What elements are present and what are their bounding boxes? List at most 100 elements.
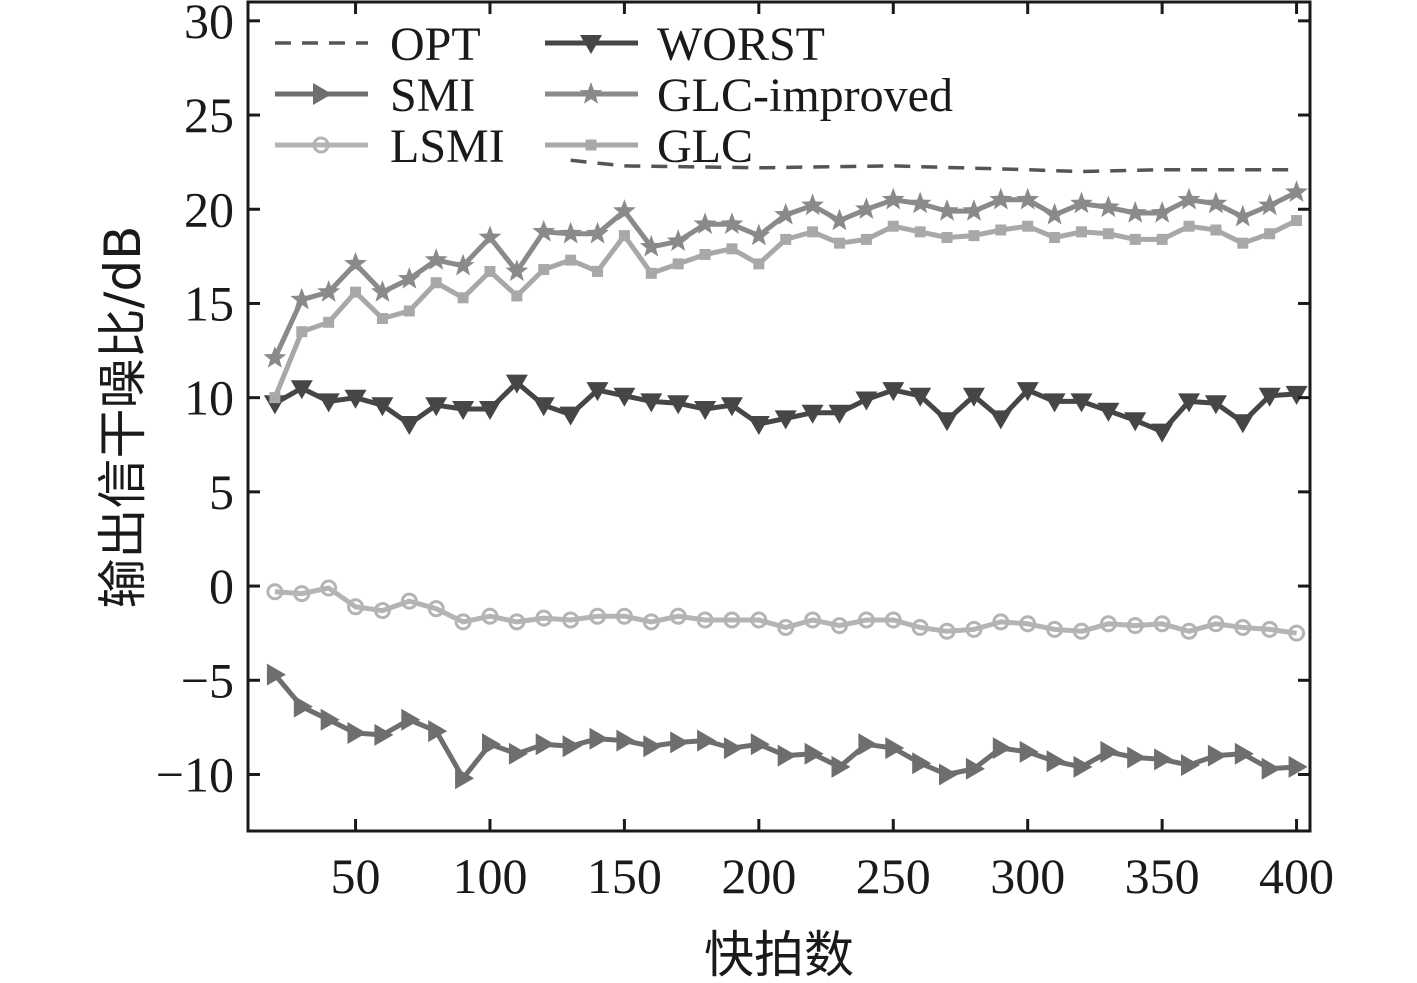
data-point-lsmi: [347, 598, 365, 616]
data-point-worst: [882, 382, 905, 402]
data-point-worst: [1016, 382, 1039, 402]
data-point-glc-improved: [1043, 202, 1066, 225]
data-point-smi: [858, 733, 878, 756]
data-point-lsmi: [481, 607, 499, 625]
x-tick-label: 400: [1259, 848, 1334, 904]
data-point-glc: [941, 232, 953, 244]
data-point-worst: [559, 406, 582, 426]
data-point-glc: [296, 326, 308, 338]
axis-ticks: 50 100 150 200 250 300 350 400 −10 −5 0 5 10 15 20 25 30: [156, 0, 1334, 904]
data-point-glc: [350, 286, 362, 298]
data-point-lsmi: [723, 611, 741, 629]
series-glc: [269, 215, 1303, 404]
data-point-glc-improved: [1177, 187, 1201, 210]
data-point-smi: [992, 737, 1012, 760]
data-point-glc-improved: [1150, 201, 1174, 223]
data-point-worst: [425, 397, 448, 417]
data-point-glc-improved: [801, 193, 824, 216]
data-point-glc: [645, 267, 657, 279]
data-point-glc: [618, 230, 630, 242]
data-point-smi: [1127, 746, 1147, 769]
legend-label-lsmi: LSMI: [390, 120, 505, 173]
data-point-smi: [965, 757, 985, 780]
data-point-smi: [1019, 740, 1039, 763]
data-point-worst: [1124, 412, 1147, 432]
data-point-smi: [831, 755, 851, 778]
data-point-lsmi: [857, 611, 875, 629]
data-point-glc: [1291, 215, 1303, 227]
y-tick-label: 15: [184, 275, 234, 331]
data-point-worst: [989, 410, 1012, 430]
y-tick-label: 5: [209, 464, 234, 520]
series-layer: [263, 158, 1308, 790]
data-point-glc-improved: [1285, 180, 1308, 202]
data-point-worst: [936, 412, 958, 432]
data-point-glc-improved: [1258, 193, 1282, 216]
data-point-smi: [455, 767, 475, 790]
series-lsmi: [266, 579, 1306, 642]
data-point-glc: [1183, 220, 1195, 232]
data-point-glc: [1129, 233, 1141, 245]
data-point-smi: [1154, 748, 1174, 771]
data-point-glc: [511, 290, 523, 302]
data-point-lsmi: [562, 611, 580, 629]
legend-marker-smi: [313, 83, 332, 105]
data-point-glc: [403, 305, 415, 317]
data-point-lsmi: [320, 579, 338, 597]
data-point-glc: [1210, 224, 1222, 236]
data-point-lsmi: [508, 613, 526, 631]
data-point-glc-improved: [1204, 191, 1228, 214]
data-point-glc-improved: [989, 187, 1013, 210]
data-point-worst: [505, 374, 528, 394]
data-point-worst: [371, 397, 394, 417]
data-point-lsmi: [1019, 615, 1037, 633]
data-point-smi: [697, 729, 717, 752]
data-point-smi: [1181, 754, 1200, 777]
data-point-worst: [1178, 393, 1200, 413]
data-point-glc-improved: [290, 287, 314, 310]
data-point-glc-improved: [693, 212, 717, 234]
data-point-smi: [347, 722, 367, 744]
data-point-lsmi: [777, 619, 795, 637]
data-point-glc: [1156, 233, 1168, 245]
data-point-smi: [1234, 742, 1254, 765]
data-point-lsmi: [615, 607, 633, 625]
data-point-glc-improved: [1016, 187, 1040, 210]
data-point-glc: [323, 316, 335, 328]
legend-marker-lsmi: [312, 136, 330, 154]
data-point-lsmi: [669, 607, 687, 625]
y-tick-label: 10: [184, 370, 234, 426]
data-point-worst: [774, 410, 797, 430]
data-point-glc-improved: [532, 219, 556, 242]
data-point-glc: [726, 243, 738, 255]
data-point-smi: [643, 735, 663, 758]
data-point-glc: [430, 277, 442, 289]
data-point-smi: [723, 737, 743, 760]
data-point-glc: [376, 313, 388, 325]
legend-marker-worst: [580, 35, 602, 54]
legend-entry-opt: OPT: [275, 18, 481, 71]
data-point-lsmi: [1288, 624, 1306, 642]
legend-label-smi: SMI: [390, 69, 475, 122]
legend-label-glc: GLC: [657, 120, 753, 173]
data-point-worst: [1204, 395, 1227, 415]
data-point-glc-improved: [1231, 204, 1255, 227]
data-point-glc: [1022, 220, 1034, 232]
data-point-glc-improved: [774, 202, 798, 225]
x-tick-label: 50: [331, 848, 381, 904]
legend-marker-glc-improved: [579, 82, 603, 104]
data-point-lsmi: [454, 613, 472, 631]
data-point-smi: [320, 708, 340, 731]
data-point-glc: [914, 226, 926, 238]
data-point-glc-improved: [451, 253, 475, 276]
data-point-smi: [401, 708, 421, 731]
data-point-glc-improved: [1096, 195, 1120, 218]
x-tick-label: 150: [587, 848, 662, 904]
data-point-smi: [508, 742, 528, 765]
data-point-worst: [855, 391, 878, 411]
data-point-glc: [672, 258, 684, 270]
data-point-smi: [912, 752, 932, 775]
data-point-worst: [479, 401, 501, 420]
data-point-smi: [1261, 757, 1281, 780]
